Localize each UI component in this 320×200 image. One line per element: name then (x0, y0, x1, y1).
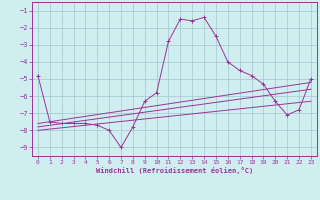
X-axis label: Windchill (Refroidissement éolien,°C): Windchill (Refroidissement éolien,°C) (96, 167, 253, 174)
